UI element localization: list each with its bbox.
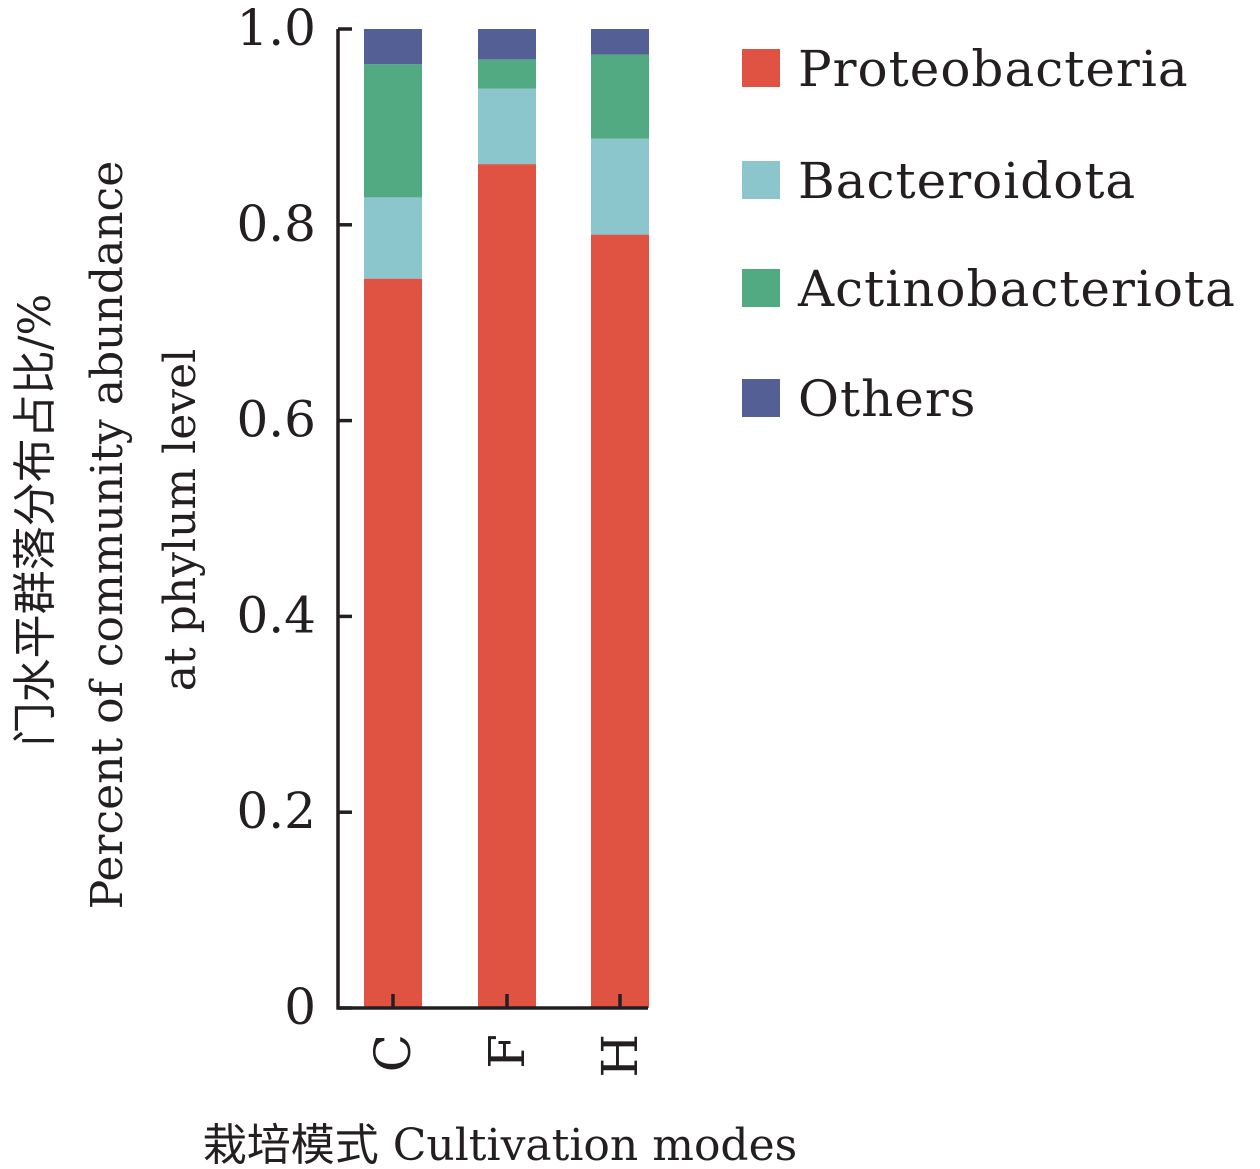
bar-segment-C-bacteroidota: [364, 197, 422, 279]
legend: Proteobacteria Bacteroidota Actinobacterio…: [742, 40, 1236, 428]
bar-segment-H-bacteroidota: [591, 138, 649, 235]
bar-segment-F-bacteroidota: [478, 88, 536, 165]
y-tick-label: 0.2: [236, 782, 316, 840]
y-axis-title-line-2: Percent of community abundance: [82, 161, 133, 910]
y-tick-label: 0: [284, 978, 316, 1036]
bar-segment-C-proteobacteria: [364, 278, 422, 1008]
legend-label-others: Others: [798, 370, 976, 428]
x-axis-title: 栽培模式 Cultivation modes: [203, 1120, 797, 1169]
y-axis-title-line-1: 门水平群落分布占比/%: [10, 294, 61, 747]
bar-segment-F-proteobacteria: [478, 164, 536, 1009]
legend-label-actinobacteriota: Actinobacteriota: [797, 260, 1236, 318]
bars-group: [364, 29, 649, 1009]
legend-swatch-proteobacteria: [742, 49, 780, 87]
y-tick-label: 0.8: [236, 195, 316, 253]
y-axis-title-line-3: at phylum level: [155, 349, 206, 691]
x-tick-label: F: [478, 1034, 536, 1069]
y-tick-label: 1.0: [236, 0, 316, 57]
bar-segment-H-proteobacteria: [591, 234, 649, 1009]
x-tick-label: C: [364, 1034, 422, 1072]
bar-segment-C-actinobacteriota: [364, 64, 422, 198]
bar-segment-F-actinobacteriota: [478, 59, 536, 89]
legend-swatch-bacteroidota: [742, 161, 780, 199]
legend-label-bacteroidota: Bacteroidota: [798, 152, 1136, 210]
bar-segment-F-others: [478, 29, 536, 60]
bar-segment-C-others: [364, 29, 422, 65]
x-tick-label: H: [591, 1034, 649, 1078]
bar-segment-H-actinobacteriota: [591, 54, 649, 139]
y-tick-label: 0.6: [236, 391, 316, 449]
bar-segment-H-others: [591, 29, 649, 55]
legend-label-proteobacteria: Proteobacteria: [798, 40, 1189, 98]
y-axis: 0 0.2 0.4 0.6 0.8 1.0: [236, 0, 352, 1036]
legend-swatch-others: [742, 379, 780, 417]
legend-swatch-actinobacteriota: [742, 269, 780, 307]
y-tick-label: 0.4: [236, 586, 316, 644]
